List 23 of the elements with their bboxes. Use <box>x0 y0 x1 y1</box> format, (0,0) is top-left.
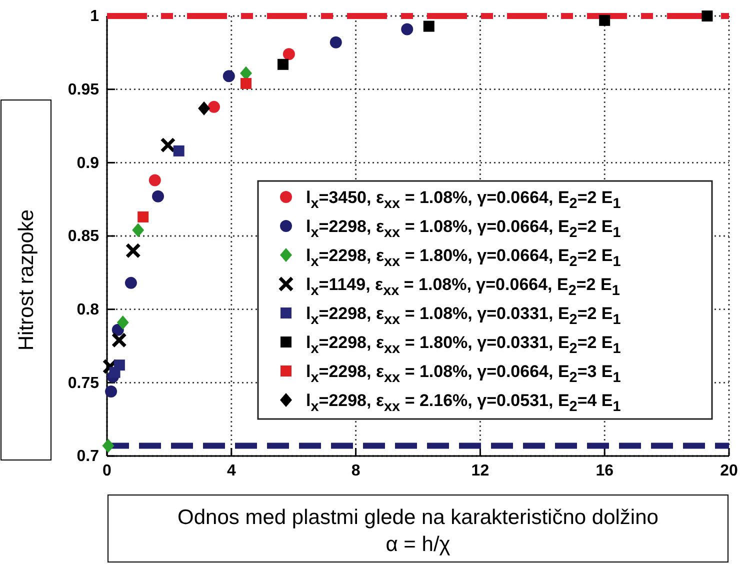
x-tick-label: 0 <box>102 462 112 480</box>
legend-label: l$_{x}$=2298, ε$_{xx}$ = 1.08%, γ=0.0664, E$_{2}$=2 E$_{1}$ <box>306 217 621 241</box>
legend-label: l$_{x}$=1149, ε$_{xx}$ = 1.08%, γ=0.0664, E$_{2}$=2 E$_{1}$ <box>306 275 620 299</box>
x-tick-label: 8 <box>351 462 360 480</box>
y-axis-title: Hitrost razpoke <box>15 209 38 351</box>
y-tick-label: 0.9 <box>76 154 100 172</box>
x-axis-title: Odnos med plastmi glede na karakteristično dolžino α = h/χ <box>178 506 658 556</box>
x-tick-label: 4 <box>226 462 236 480</box>
legend-label: l$_{x}$=2298, ε$_{xx}$ = 1.80%, γ=0.0331, E$_{2}$=2 E$_{1}$ <box>306 333 621 357</box>
x-tick-label: 20 <box>720 462 738 480</box>
legend-label: l$_{x}$=2298, ε$_{xx}$ = 1.08%, γ=0.0331, E$_{2}$=2 E$_{1}$ <box>306 304 621 328</box>
y-tick-label: 0.95 <box>68 81 100 98</box>
legend-label: l$_{x}$=2298, ε$_{xx}$ = 1.80%, γ=0.0664, E$_{2}$=2 E$_{1}$ <box>306 246 621 270</box>
x-tick-label: 12 <box>471 462 490 480</box>
y-tick-label: 0.85 <box>68 228 100 246</box>
y-tick-label: 0.7 <box>76 448 100 466</box>
legend-label: l$_{x}$=3450, ε$_{xx}$ = 1.08%, γ=0.0664, E$_{2}$=2 E$_{1}$ <box>306 188 621 212</box>
legend-label: l$_{x}$=2298, ε$_{xx}$ = 2.16%, γ=0.0531, E$_{2}$=4 E$_{1}$ <box>306 391 621 415</box>
x-tick-label: 16 <box>596 462 614 480</box>
y-tick-label: 1 <box>90 8 100 26</box>
legend-label: l$_{x}$=2298, ε$_{xx}$ = 1.08%, γ=0.0664, E$_{2}$=3 E$_{1}$ <box>306 362 621 386</box>
y-tick-label: 0.8 <box>76 301 100 318</box>
y-tick-label: 0.75 <box>68 374 100 392</box>
